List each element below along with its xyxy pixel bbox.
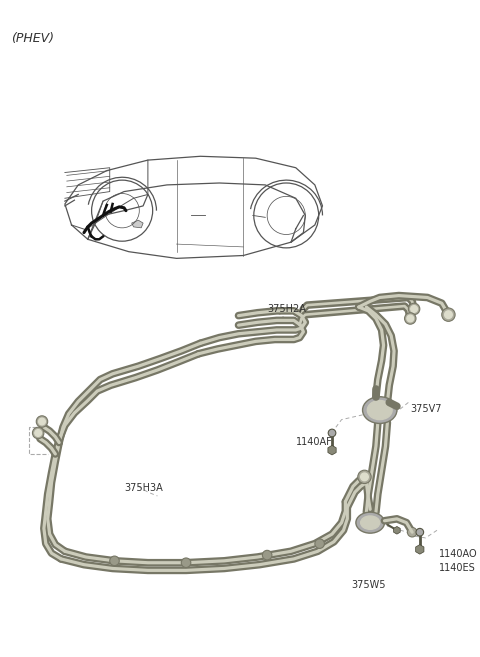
Text: 375V7: 375V7 — [410, 404, 442, 415]
Text: 1140AO: 1140AO — [439, 549, 478, 559]
Circle shape — [36, 416, 48, 427]
Circle shape — [39, 419, 45, 425]
Text: 375H3A: 375H3A — [124, 483, 163, 493]
Circle shape — [315, 539, 324, 549]
Ellipse shape — [360, 516, 380, 530]
Text: 1140ES: 1140ES — [439, 563, 476, 573]
Circle shape — [328, 429, 336, 437]
Circle shape — [405, 313, 416, 324]
Circle shape — [411, 306, 418, 312]
Circle shape — [442, 308, 455, 321]
Circle shape — [358, 470, 371, 484]
Circle shape — [35, 430, 41, 436]
Text: (PHEV): (PHEV) — [12, 32, 54, 45]
Circle shape — [407, 315, 414, 322]
Circle shape — [110, 556, 119, 566]
Circle shape — [181, 558, 191, 568]
Text: 1140AF: 1140AF — [296, 437, 333, 447]
Text: 375H2A: 375H2A — [267, 304, 306, 314]
Circle shape — [444, 311, 452, 319]
Circle shape — [408, 528, 417, 537]
Ellipse shape — [356, 512, 384, 533]
Circle shape — [408, 304, 420, 315]
Polygon shape — [132, 220, 143, 228]
Circle shape — [360, 473, 368, 481]
Ellipse shape — [362, 397, 397, 423]
Circle shape — [263, 551, 272, 560]
Ellipse shape — [367, 401, 392, 420]
Circle shape — [33, 427, 44, 439]
Circle shape — [416, 528, 424, 536]
Text: 375W5: 375W5 — [351, 580, 385, 590]
